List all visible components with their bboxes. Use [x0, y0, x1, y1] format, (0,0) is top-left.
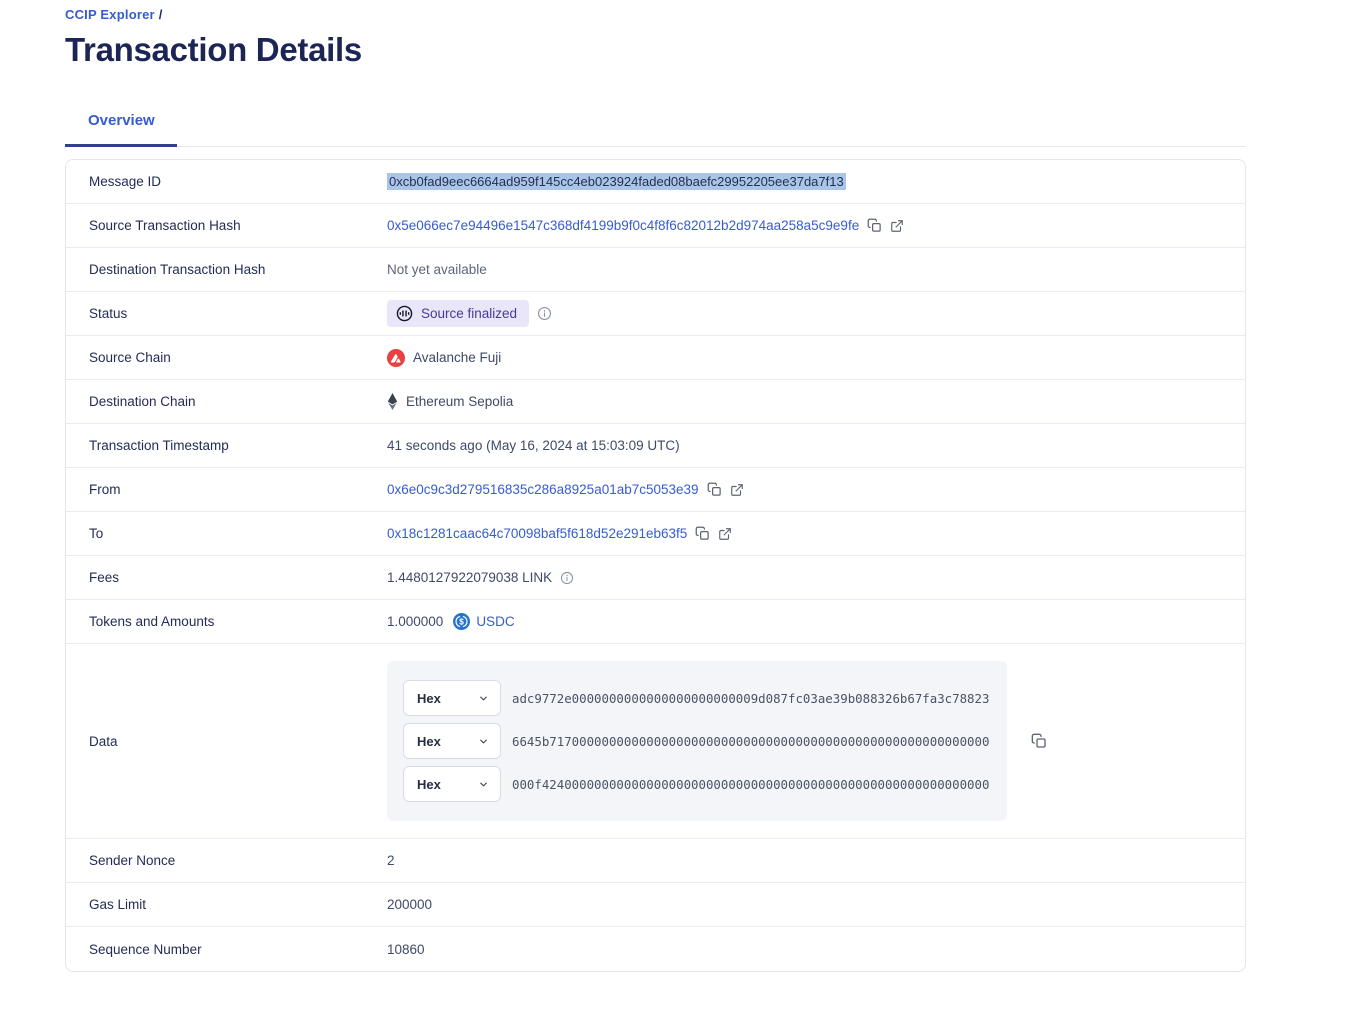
tab-overview[interactable]: Overview [65, 112, 177, 147]
destination-transaction-hash-value: Not yet available [387, 262, 487, 277]
status-badge: Source finalized [387, 300, 530, 327]
row-destination-chain: Destination Chain Ethereum Sepolia [66, 380, 1245, 424]
page-title: Transaction Details [65, 31, 362, 68]
usdc-token-icon: $ [453, 613, 471, 630]
data-format-label: Hex [417, 690, 441, 706]
row-label: From [89, 482, 121, 497]
data-hex-value: adc9772e0000000000000000000000009d087fc0… [512, 690, 990, 706]
row-label: Status [89, 306, 128, 321]
row-gas-limit: Gas Limit 200000 [66, 883, 1245, 927]
ethereum-logo-icon [387, 393, 398, 410]
source-transaction-hash-link[interactable]: 0x5e066ec7e94496e1547c368df4199b9f0c4f8f… [387, 218, 860, 233]
fees-value: 1.4480127922079038 LINK [387, 570, 553, 585]
data-line: Hex 6645b7170000000000000000000000000000… [403, 723, 991, 759]
row-to: To 0x18c1281caac64c70098baf5f618d52e291e… [66, 512, 1245, 556]
row-from: From 0x6e0c9c3d279516835c286a8925a01ab7c… [66, 468, 1245, 512]
external-link-icon[interactable] [730, 483, 744, 497]
destination-chain-value: Ethereum Sepolia [406, 394, 514, 409]
row-source-transaction-hash: Source Transaction Hash 0x5e066ec7e94496… [66, 204, 1245, 248]
data-format-select[interactable]: Hex [403, 680, 501, 716]
row-label: Source Transaction Hash [89, 218, 241, 233]
row-data: Data Hex adc9772e00000000000000000000000… [66, 644, 1245, 839]
info-icon[interactable] [537, 306, 552, 321]
transaction-details-card: Message ID 0xcb0fad9eec6664ad959f145cc4e… [65, 159, 1246, 972]
row-tokens-and-amounts: Tokens and Amounts 1.000000 $ USDC [66, 600, 1245, 644]
row-label: Fees [89, 570, 120, 585]
tab-bar: Overview [65, 112, 1246, 147]
data-line: Hex adc9772e0000000000000000000000009d08… [403, 680, 991, 716]
breadcrumb-link-ccip-explorer[interactable]: CCIP Explorer [65, 7, 155, 22]
row-status: Status Source finalized [66, 292, 1245, 336]
breadcrumb-separator: / [158, 7, 163, 22]
to-address-link[interactable]: 0x18c1281caac64c70098baf5f618d52e291eb63… [387, 526, 688, 541]
row-sender-nonce: Sender Nonce 2 [66, 839, 1245, 883]
token-amount-value: 1.000000 [387, 614, 444, 629]
copy-icon[interactable] [695, 526, 710, 541]
row-message-id: Message ID 0xcb0fad9eec6664ad959f145cc4e… [66, 160, 1245, 204]
row-transaction-timestamp: Transaction Timestamp 41 seconds ago (Ma… [66, 424, 1245, 468]
hold-circle-icon [396, 305, 413, 322]
data-hex-value: 6645b71700000000000000000000000000000000… [512, 733, 990, 749]
data-hex-panel: Hex adc9772e0000000000000000000000009d08… [387, 661, 1007, 821]
chevron-down-icon [478, 779, 489, 790]
copy-icon[interactable] [867, 218, 882, 233]
external-link-icon[interactable] [718, 527, 732, 541]
token-symbol-link[interactable]: USDC [476, 614, 515, 629]
external-link-icon[interactable] [890, 219, 904, 233]
row-label: Destination Chain [89, 394, 196, 409]
page: CCIP Explorer / Transaction Details Overv… [65, 0, 1246, 972]
row-label: Source Chain [89, 350, 171, 365]
row-label: Tokens and Amounts [89, 614, 215, 629]
row-label: Gas Limit [89, 897, 147, 912]
chevron-down-icon [478, 736, 489, 747]
data-format-select[interactable]: Hex [403, 766, 501, 802]
row-fees: Fees 1.4480127922079038 LINK [66, 556, 1245, 600]
sequence-number-value: 10860 [387, 941, 425, 957]
data-format-label: Hex [417, 733, 441, 749]
from-address-link[interactable]: 0x6e0c9c3d279516835c286a8925a01ab7c5053e… [387, 482, 699, 497]
transaction-timestamp-value: 41 seconds ago (May 16, 2024 at 15:03:09… [387, 438, 680, 453]
row-label: Destination Transaction Hash [89, 262, 266, 277]
data-format-select[interactable]: Hex [403, 723, 501, 759]
row-label: Message ID [89, 174, 162, 189]
row-source-chain: Source Chain Avalanche Fuji [66, 336, 1245, 380]
copy-icon[interactable] [1031, 733, 1047, 749]
row-destination-transaction-hash: Destination Transaction Hash Not yet ava… [66, 248, 1245, 292]
info-icon[interactable] [560, 571, 574, 585]
copy-icon[interactable] [707, 482, 722, 497]
source-chain-value: Avalanche Fuji [413, 350, 502, 365]
row-sequence-number: Sequence Number 10860 [66, 927, 1245, 971]
gas-limit-value: 200000 [387, 897, 433, 912]
row-label: Sender Nonce [89, 853, 176, 868]
row-label: Data [89, 733, 118, 749]
row-label: Transaction Timestamp [89, 438, 229, 453]
chevron-down-icon [478, 693, 489, 704]
breadcrumb: CCIP Explorer / [65, 7, 1246, 22]
message-id-value: 0xcb0fad9eec6664ad959f145cc4eb023924fade… [387, 173, 846, 190]
data-hex-value: 000f424000000000000000000000000000000000… [512, 776, 990, 792]
row-label: Sequence Number [89, 941, 202, 957]
data-line: Hex 000f42400000000000000000000000000000… [403, 766, 991, 802]
sender-nonce-value: 2 [387, 853, 395, 868]
status-badge-label: Source finalized [421, 306, 518, 321]
svg-text:$: $ [460, 617, 465, 626]
data-format-label: Hex [417, 776, 441, 792]
row-label: To [89, 526, 104, 541]
avalanche-logo-icon [387, 348, 405, 367]
